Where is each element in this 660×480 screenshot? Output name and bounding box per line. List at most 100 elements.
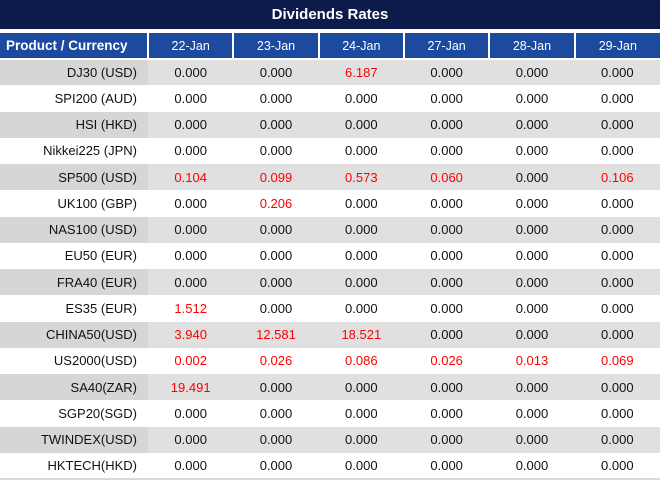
product-label: NAS100 (USD) (0, 216, 148, 243)
dividend-value: 0.000 (489, 321, 575, 348)
dividend-value: 0.000 (345, 457, 378, 473)
table-row: HKTECH(HKD) 0.000 0.000 0.000 0.000 0.000 0.00… (0, 453, 660, 479)
dividend-value: 0.000 (489, 216, 575, 243)
dividend-value: 0.000 (345, 195, 378, 211)
dividend-value: 0.106 (574, 164, 660, 191)
table-row: SP500 (USD) 0.104 0.099 0.573 0.060 0.000 0.10… (0, 164, 660, 191)
dividend-value: 0.000 (318, 216, 404, 243)
dividend-value: 0.000 (403, 59, 490, 86)
col-header-date: 29-Jan (573, 31, 660, 60)
dividend-value: 0.000 (574, 59, 660, 86)
table-title: Dividends Rates (0, 0, 660, 29)
dividend-value: 0.000 (489, 111, 575, 138)
dividend-value: 0.000 (174, 90, 207, 106)
dividend-value: 0.002 (174, 353, 207, 369)
dividend-value: 0.000 (174, 195, 207, 211)
dividend-value: 0.000 (403, 269, 490, 296)
col-header-date: 24-Jan (317, 31, 405, 60)
dividend-value: 0.000 (403, 374, 490, 401)
dividend-value: 0.000 (430, 143, 463, 159)
dividend-value: 6.187 (318, 59, 404, 86)
dividend-value: 0.000 (515, 195, 549, 211)
dividend-value: 0.000 (489, 374, 575, 401)
header-row: Product / Currency 22-Jan 23-Jan 24-Jan 27-J… (0, 31, 660, 60)
dividend-value: 0.060 (403, 164, 490, 191)
dividend-value: 0.026 (430, 353, 463, 369)
dividend-value: 0.000 (574, 321, 660, 348)
product-label: HKTECH(HKD) (47, 457, 137, 473)
dividend-value: 0.000 (489, 269, 575, 296)
dividend-value: 0.000 (430, 300, 463, 316)
table-row: ES35 (EUR) 1.512 0.000 0.000 0.000 0.000 0.000 (0, 295, 660, 321)
dividend-value: 0.000 (601, 300, 634, 316)
dividend-value: 0.000 (574, 269, 660, 296)
table-row: EU50 (EUR) 0.000 0.000 0.000 0.000 0.000 0.000 (0, 243, 660, 269)
dividend-value: 0.000 (318, 426, 404, 453)
dividend-value: 0.000 (403, 426, 490, 453)
table-row: Nikkei225 (JPN) 0.000 0.000 0.000 0.000 0.000… (0, 138, 660, 164)
dividend-value: 0.000 (259, 457, 293, 473)
dividend-value: 0.000 (515, 300, 549, 316)
dividend-value: 0.000 (174, 405, 207, 421)
dividend-value: 0.000 (515, 405, 549, 421)
table-row: US2000(USD) 0.002 0.026 0.086 0.026 0.013 0.06… (0, 348, 660, 374)
dividend-value: 0.000 (430, 90, 463, 106)
product-label: FRA40 (EUR) (0, 269, 148, 296)
dividend-value: 0.000 (233, 269, 319, 296)
dividend-value: 1.512 (174, 300, 207, 316)
col-header-date: 28-Jan (488, 31, 576, 60)
table-row: SGP20(SGD) 0.000 0.000 0.000 0.000 0.000 0.000 (0, 400, 660, 426)
product-label: HSI (HKD) (0, 111, 148, 138)
dividend-value: 0.000 (601, 90, 634, 106)
dividend-value: 19.491 (148, 374, 234, 401)
product-label: SGP20(SGD) (58, 405, 137, 421)
dividend-value: 0.000 (345, 405, 378, 421)
dividend-value: 0.000 (259, 405, 293, 421)
dividend-value: 0.000 (233, 426, 319, 453)
product-label: US2000(USD) (53, 353, 137, 369)
dividend-value: 0.104 (148, 164, 234, 191)
dividend-value: 0.000 (233, 111, 319, 138)
product-label: SA40(ZAR) (0, 374, 148, 401)
table-row: HSI (HKD) 0.000 0.000 0.000 0.000 0.000 0.000 (0, 111, 660, 138)
dividend-value: 0.000 (259, 300, 293, 316)
dividend-value: 0.000 (259, 248, 293, 264)
col-header-date: 23-Jan (232, 31, 320, 60)
dividend-value: 3.940 (148, 321, 234, 348)
dividend-value: 0.000 (574, 374, 660, 401)
dividend-value: 0.000 (515, 90, 549, 106)
dividend-value: 0.000 (174, 143, 207, 159)
dividend-value: 0.000 (574, 426, 660, 453)
dividend-value: 0.099 (233, 164, 319, 191)
product-label: TWINDEX(USD) (0, 426, 148, 453)
dividend-value: 0.000 (430, 195, 463, 211)
product-label: UK100 (GBP) (57, 195, 137, 211)
product-label: SP500 (USD) (0, 164, 148, 191)
table-row: SPI200 (AUD) 0.000 0.000 0.000 0.000 0.000 0.0… (0, 85, 660, 111)
dividend-value: 0.000 (259, 143, 293, 159)
dividend-value: 0.000 (515, 248, 549, 264)
dividend-value: 0.000 (318, 111, 404, 138)
dividend-value: 0.000 (601, 143, 634, 159)
col-header-date: 27-Jan (402, 31, 491, 60)
product-label: ES35 (EUR) (65, 300, 137, 316)
dividend-value: 0.000 (148, 59, 234, 86)
table-body: DJ30 (USD) 0.000 0.000 6.187 0.000 0.000 0.000… (0, 59, 660, 479)
dividend-value: 0.000 (515, 143, 549, 159)
dividend-value: 0.069 (601, 353, 634, 369)
dividend-value: 0.000 (345, 143, 378, 159)
dividend-value: 0.000 (601, 405, 634, 421)
table-row: UK100 (GBP) 0.000 0.206 0.000 0.000 0.000 0.00… (0, 190, 660, 216)
dividend-value: 0.000 (318, 374, 404, 401)
dividend-value: 18.521 (318, 321, 404, 348)
col-header-date: 22-Jan (146, 31, 235, 60)
table-row: CHINA50(USD) 3.940 12.581 18.521 0.000 0.000 0… (0, 321, 660, 348)
dividend-value: 0.000 (601, 457, 634, 473)
dividend-value: 0.013 (515, 353, 549, 369)
product-label: SPI200 (AUD) (54, 90, 137, 106)
dividend-value: 0.573 (318, 164, 404, 191)
dividend-value: 0.000 (259, 90, 293, 106)
dividend-value: 0.000 (403, 321, 490, 348)
dividend-value: 0.086 (345, 353, 378, 369)
